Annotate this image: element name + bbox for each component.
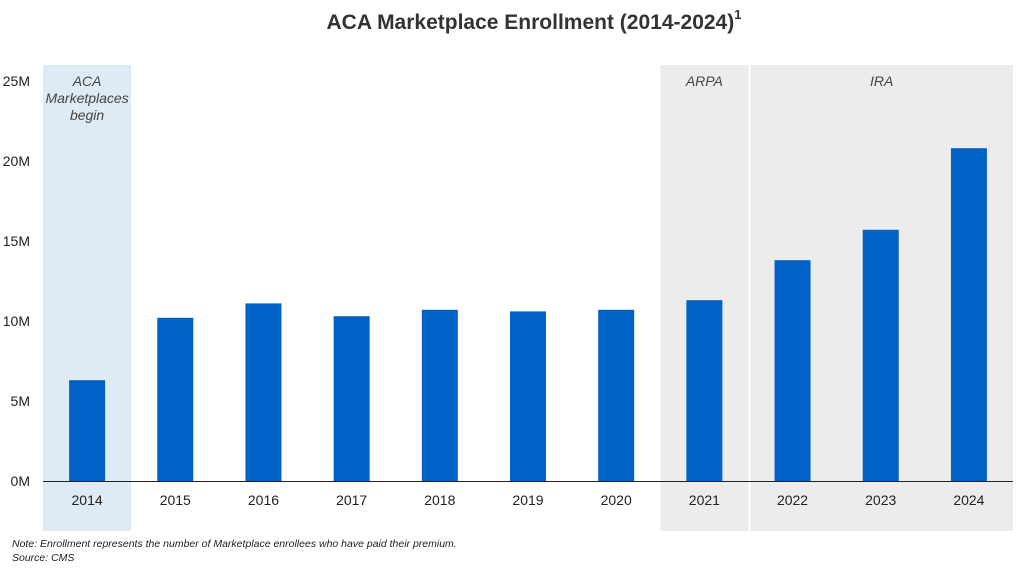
y-tick-label: 15M <box>3 233 30 249</box>
x-tick-label: 2022 <box>777 492 808 508</box>
band-label-aca-marketplaces-begin: ACA <box>72 73 102 89</box>
band-label-arpa: ARPA <box>685 73 723 89</box>
x-tick-label: 2015 <box>160 492 191 508</box>
bar-2015 <box>157 317 194 481</box>
chart-title: ACA Marketplace Enrollment (2014-2024)1 <box>0 7 1032 35</box>
bar-2018 <box>421 309 458 481</box>
y-tick-label: 0M <box>11 473 30 489</box>
bar-2019 <box>510 311 546 481</box>
x-tick-label: 2017 <box>336 492 367 508</box>
bar-2024 <box>950 148 987 481</box>
bar-2016 <box>245 303 282 481</box>
tick-labels: 0M 5M 10M 15M 20M 25M 2014 2015 2016 2017 2018 2019… <box>3 73 985 508</box>
x-tick-label: 2021 <box>689 492 720 508</box>
band-label-ira: IRA <box>870 73 893 89</box>
bar-2020 <box>598 309 635 481</box>
x-tick-label: 2023 <box>865 492 896 508</box>
band-label-aca-marketplaces-begin: Marketplaces <box>45 90 128 106</box>
x-tick-label: 2024 <box>953 492 984 508</box>
bar-2017 <box>333 316 370 481</box>
y-tick-label: 25M <box>3 73 30 89</box>
chart-source: Source: CMS <box>12 552 75 564</box>
x-tick-label: 2016 <box>248 492 279 508</box>
band-label-aca-marketplaces-begin: begin <box>70 107 104 123</box>
bar-2014 <box>69 380 106 481</box>
chart-title-text: ACA Marketplace Enrollment (2014-2024) <box>326 11 735 34</box>
bar-2023 <box>862 229 899 481</box>
x-tick-label: 2019 <box>512 492 543 508</box>
bars <box>69 148 987 481</box>
y-tick-label: 20M <box>3 153 30 169</box>
x-tick-label: 2020 <box>601 492 632 508</box>
footnote-marker: 1 <box>734 7 742 22</box>
bar-2021 <box>686 300 723 481</box>
y-tick-label: 10M <box>3 313 30 329</box>
chart-note: Note: Enrollment represents the number o… <box>12 538 457 550</box>
x-tick-label: 2014 <box>72 492 103 508</box>
bar-2022 <box>774 260 811 481</box>
x-tick-label: 2018 <box>424 492 455 508</box>
y-tick-label: 5M <box>11 393 30 409</box>
